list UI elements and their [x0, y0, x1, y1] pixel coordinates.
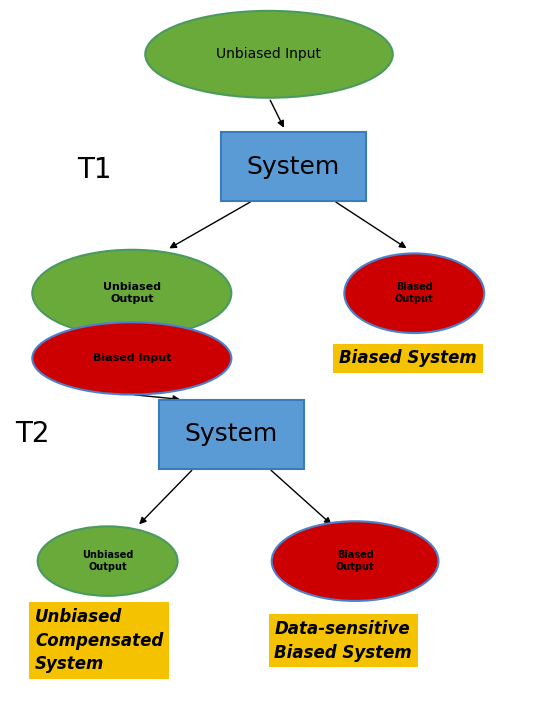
Ellipse shape	[38, 526, 178, 596]
Text: Unbiased
Output: Unbiased Output	[103, 282, 161, 304]
Ellipse shape	[32, 322, 231, 395]
Text: Unbiased Input: Unbiased Input	[216, 47, 322, 62]
FancyBboxPatch shape	[221, 132, 366, 201]
Text: Biased Input: Biased Input	[93, 353, 171, 363]
Text: T1: T1	[77, 156, 111, 184]
Ellipse shape	[32, 250, 231, 337]
Text: Biased System: Biased System	[339, 350, 477, 367]
FancyBboxPatch shape	[159, 400, 304, 469]
Text: Biased
Output: Biased Output	[395, 282, 434, 304]
Ellipse shape	[145, 11, 393, 98]
Text: System: System	[246, 154, 340, 179]
Text: Biased
Output: Biased Output	[336, 550, 374, 572]
Text: System: System	[185, 422, 278, 447]
Text: T2: T2	[15, 421, 49, 448]
Text: Unbiased
Output: Unbiased Output	[82, 550, 133, 572]
Text: Data-sensitive
Biased System: Data-sensitive Biased System	[274, 620, 412, 662]
Ellipse shape	[344, 253, 484, 333]
Text: Unbiased
Compensated
System: Unbiased Compensated System	[35, 608, 163, 673]
Ellipse shape	[272, 521, 438, 601]
